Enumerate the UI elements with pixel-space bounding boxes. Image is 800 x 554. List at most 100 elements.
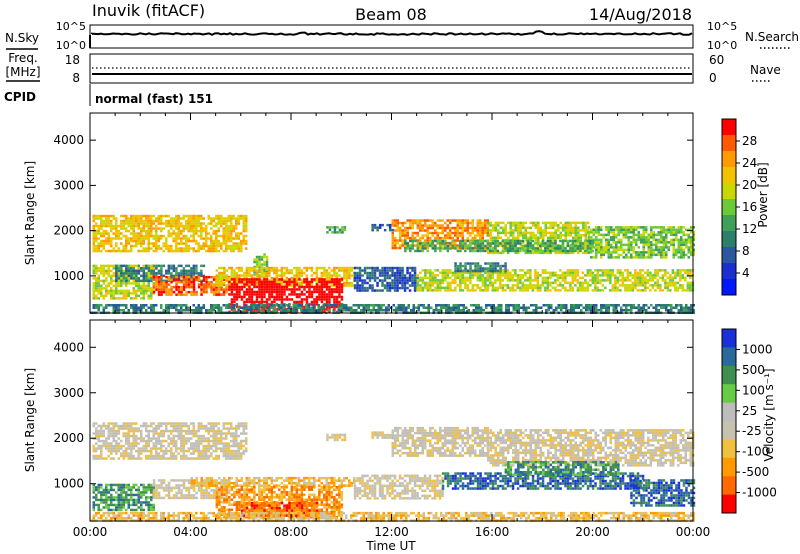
range-cell (656, 284, 660, 287)
range-cell (499, 221, 502, 225)
range-cell (414, 239, 417, 243)
range-cell (444, 289, 447, 292)
range-cell (692, 236, 695, 239)
range-cell (132, 274, 135, 278)
range-cell (672, 241, 675, 244)
range-cell (340, 290, 344, 294)
range-cell (245, 266, 249, 270)
range-cell (481, 274, 485, 277)
range-cell (441, 236, 444, 240)
range-cell (486, 271, 490, 275)
range-cell (92, 214, 95, 218)
range-cell (680, 228, 683, 232)
range-cell (320, 309, 323, 312)
range-cell (202, 274, 206, 278)
range-cell (92, 244, 95, 248)
range-cell (120, 269, 123, 273)
range-cell (240, 295, 244, 299)
range-cell (504, 231, 507, 235)
range-cell (107, 274, 110, 278)
range-cell (486, 219, 489, 222)
range-cell (549, 234, 552, 237)
range-cell (546, 239, 550, 243)
range-cell (303, 271, 306, 275)
range-cell (187, 274, 191, 278)
range-cell (444, 239, 447, 243)
range-cell (272, 309, 275, 312)
range-cell (494, 262, 497, 265)
range-cell (255, 269, 259, 272)
range-cell (167, 224, 170, 228)
range-cell (155, 264, 158, 268)
range-cell (481, 289, 485, 292)
range-cell (160, 219, 163, 223)
range-cell (517, 234, 520, 237)
range-cell (260, 279, 264, 282)
range-cell (142, 292, 145, 295)
range-cell (170, 247, 173, 250)
range-cell (640, 238, 643, 242)
range-cell (280, 271, 284, 275)
range-cell (439, 224, 442, 227)
range-cell (499, 264, 502, 268)
range-cell (466, 224, 469, 227)
range-cell (190, 219, 193, 223)
range-cell (323, 285, 326, 289)
range-cell (690, 253, 693, 257)
range-cell (446, 219, 449, 222)
range-cell (401, 239, 404, 242)
range-cell (386, 266, 389, 270)
range-cell (670, 233, 673, 237)
range-cell (381, 223, 384, 227)
range-cell (421, 247, 425, 250)
range-cell (620, 231, 623, 234)
range-cell (315, 300, 319, 304)
range-cell (117, 274, 120, 278)
range-cell (147, 249, 150, 253)
range-cell (594, 284, 597, 287)
range-cell (416, 276, 419, 280)
range-cell (436, 286, 440, 290)
range-cell (569, 286, 572, 290)
range-cell (454, 241, 457, 245)
range-cell (489, 251, 492, 255)
range-cell (290, 271, 294, 275)
range-cell (687, 241, 690, 244)
range-cell (172, 249, 175, 253)
range-cell (283, 271, 286, 275)
range-cell (182, 272, 186, 275)
range-cell (612, 231, 615, 234)
range-cell (516, 276, 520, 280)
range-cell (630, 246, 633, 249)
range-cell (541, 271, 545, 275)
range-cell (529, 239, 532, 242)
range-cell (243, 295, 246, 299)
range-cell (222, 288, 226, 291)
range-cell (461, 221, 464, 225)
range-cell (665, 228, 668, 232)
range-cell (373, 274, 377, 277)
range-cell (215, 306, 218, 309)
range-cell (250, 298, 254, 301)
range-cell (177, 237, 180, 240)
range-cell (283, 285, 286, 289)
range-cell (185, 293, 188, 296)
range-cell (681, 289, 685, 292)
range-cell (250, 295, 254, 299)
range-cell (152, 222, 155, 225)
range-cell (172, 229, 175, 233)
range-cell (431, 239, 435, 243)
range-cell (107, 222, 110, 225)
range-cell (127, 219, 130, 223)
range-cell (449, 234, 452, 237)
range-cell (574, 244, 577, 248)
range-cell (501, 286, 505, 290)
range-cell (137, 309, 140, 312)
range-cell (449, 231, 452, 235)
range-cell (162, 274, 166, 278)
range-cell (569, 226, 572, 230)
range-cell (449, 269, 452, 272)
range-cell (579, 289, 582, 292)
range-cell (298, 271, 301, 275)
range-cell (687, 236, 690, 239)
